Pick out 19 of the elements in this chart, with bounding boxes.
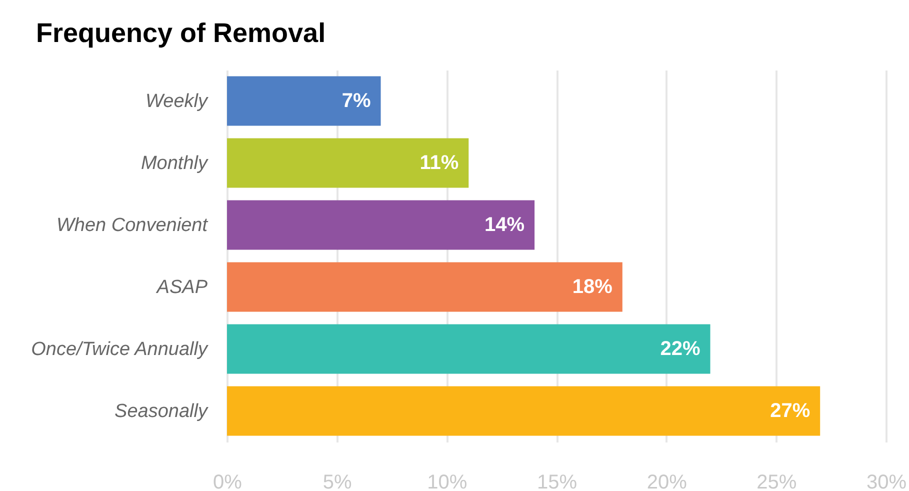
y-tick-label: Seasonally [114, 401, 209, 422]
y-tick-label: Monthly [140, 153, 209, 174]
bar [227, 200, 535, 250]
y-tick-label: Once/Twice Annually [31, 339, 209, 360]
data-label: 7% [342, 90, 371, 112]
y-tick-label: ASAP [156, 277, 208, 298]
bar [227, 324, 710, 374]
data-label: 11% [420, 152, 459, 174]
bar [227, 138, 469, 188]
chart-title: Frequency of Removal [36, 18, 326, 48]
data-label: 14% [484, 214, 525, 236]
data-label: 27% [770, 400, 810, 422]
data-label: 18% [572, 276, 613, 298]
y-tick-label: Weekly [146, 91, 209, 112]
bar [227, 76, 381, 126]
y-tick-label: When Convenient [56, 215, 208, 236]
bar [227, 386, 820, 436]
data-label: 22% [660, 338, 700, 360]
bar [227, 262, 622, 312]
